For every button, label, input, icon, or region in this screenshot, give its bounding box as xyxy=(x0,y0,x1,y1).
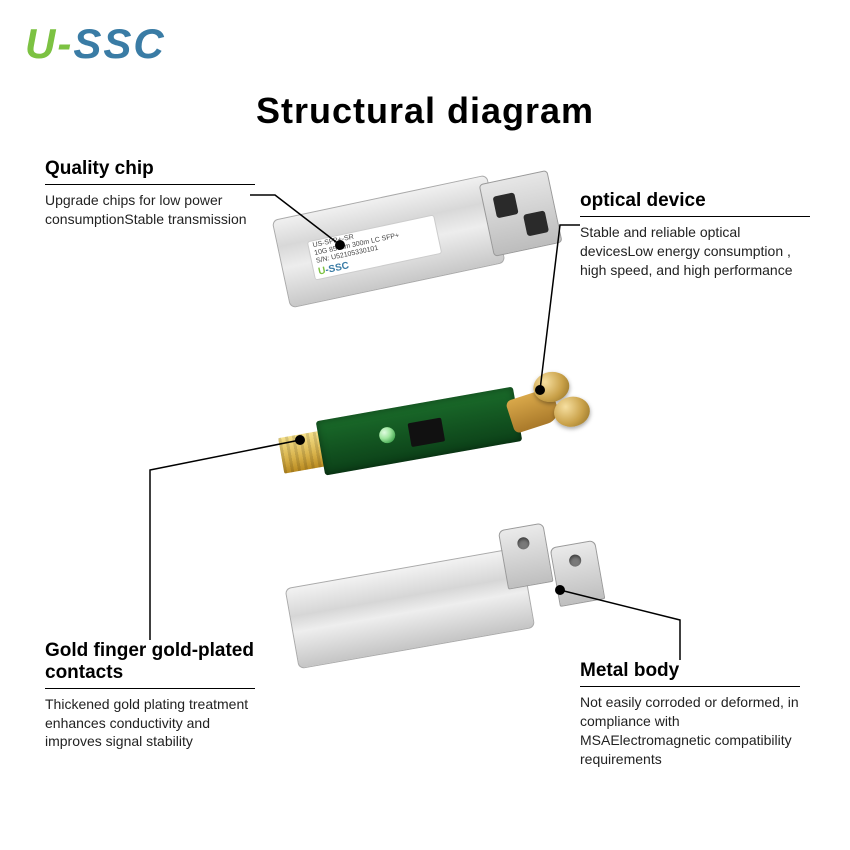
metal-clip xyxy=(550,540,606,607)
logo-u: U xyxy=(25,20,57,67)
callout-gold-finger: Gold finger gold-plated contacts Thicken… xyxy=(45,640,255,751)
callout-desc: Stable and reliable optical devicesLow e… xyxy=(580,223,810,280)
page-title: Structural diagram xyxy=(0,90,850,132)
logo-ssc: SSC xyxy=(73,20,165,67)
callout-title: Metal body xyxy=(580,660,800,687)
sfp-lc-connector xyxy=(479,170,563,257)
callout-metal-body: Metal body Not easily corroded or deform… xyxy=(580,660,800,768)
component-pcb xyxy=(273,353,607,517)
optical-assembly xyxy=(513,363,602,445)
callout-title: optical device xyxy=(580,190,810,217)
callout-title: Gold finger gold-plated contacts xyxy=(45,640,255,689)
component-sfp-housing: US-SFP+-SR 10G 850nm 300m LC SFP+ S/N: U… xyxy=(270,152,571,337)
callout-desc: Thickened gold plating treatment enhance… xyxy=(45,695,255,752)
component-metal-base xyxy=(279,503,620,706)
callout-title: Quality chip xyxy=(45,158,255,185)
callout-desc: Upgrade chips for low power consumptionS… xyxy=(45,191,255,229)
brand-logo: U-SSC xyxy=(25,20,166,68)
metal-clip xyxy=(498,523,554,590)
screw-hole-icon xyxy=(568,554,582,568)
logo-dash: - xyxy=(57,20,73,67)
callout-quality-chip: Quality chip Upgrade chips for low power… xyxy=(45,158,255,229)
callout-desc: Not easily corroded or deformed, in comp… xyxy=(580,693,800,769)
metal-base-plate xyxy=(285,547,536,669)
screw-hole-icon xyxy=(516,536,530,550)
callout-optical-device: optical device Stable and reliable optic… xyxy=(580,190,810,280)
